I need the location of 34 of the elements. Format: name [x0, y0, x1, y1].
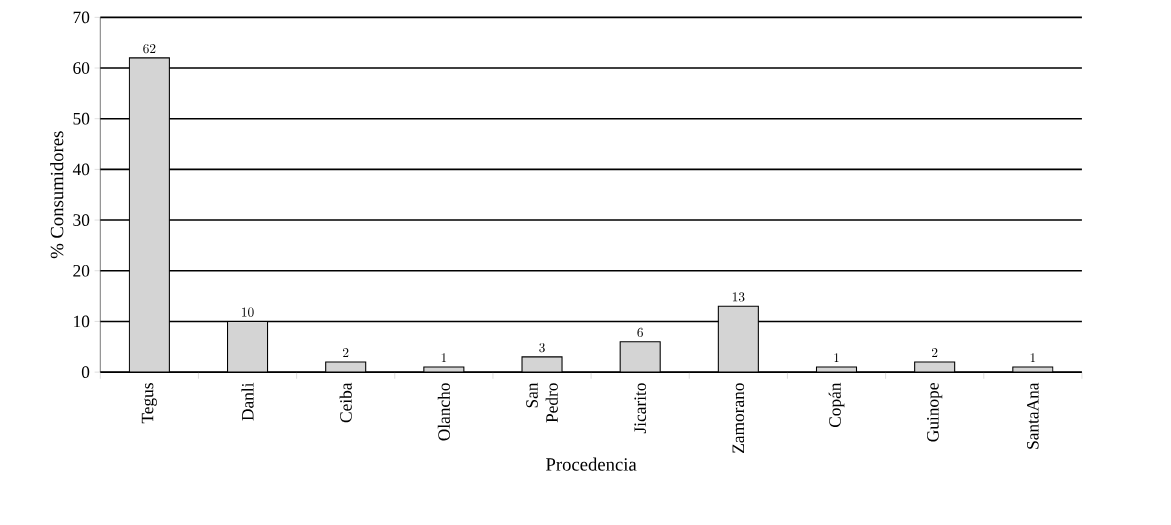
- data-label: 62: [143, 43, 156, 53]
- data-label: 1: [834, 352, 839, 362]
- x-tick-label: San Pedro: [526, 382, 558, 423]
- data-label: 6: [637, 327, 643, 337]
- x-tick-label: Olancho: [437, 382, 450, 441]
- data-label: 2: [932, 347, 938, 357]
- data-label: 3: [539, 342, 545, 352]
- y-tick-label: 60: [73, 61, 90, 74]
- bar: [717, 305, 759, 372]
- x-tick-label: Copán: [828, 382, 845, 427]
- data-label: 13: [732, 292, 745, 302]
- y-tick-label: 50: [73, 112, 90, 125]
- y-tick-label: 20: [73, 264, 90, 277]
- data-label: 1: [1030, 352, 1036, 362]
- x-tick-label: SantaAna: [1027, 382, 1039, 449]
- x-tick-label: Jicarito: [634, 382, 647, 433]
- y-tick-label: 10: [74, 315, 90, 328]
- bar: [619, 340, 661, 372]
- y-tick-label: 40: [72, 163, 90, 175]
- x-tick-label: Guinope: [927, 382, 943, 442]
- y-tick-label: 0: [81, 366, 90, 378]
- x-axis-title: Procedencia: [546, 457, 637, 471]
- x-tick-label: Ceiba: [339, 382, 352, 423]
- y-tick-label: 30: [73, 213, 90, 226]
- y-axis-title: % Consumidores: [50, 131, 64, 258]
- bar: [128, 57, 170, 372]
- data-label: 10: [242, 307, 254, 317]
- y-tick-label: 70: [73, 11, 90, 23]
- data-label: 1: [441, 352, 447, 362]
- x-tick-label: Tegus: [141, 382, 157, 424]
- data-label: 2: [343, 347, 349, 357]
- bar: [226, 320, 269, 372]
- x-tick-label: Zamorano: [732, 382, 745, 453]
- x-tick-label: Danli: [241, 382, 254, 421]
